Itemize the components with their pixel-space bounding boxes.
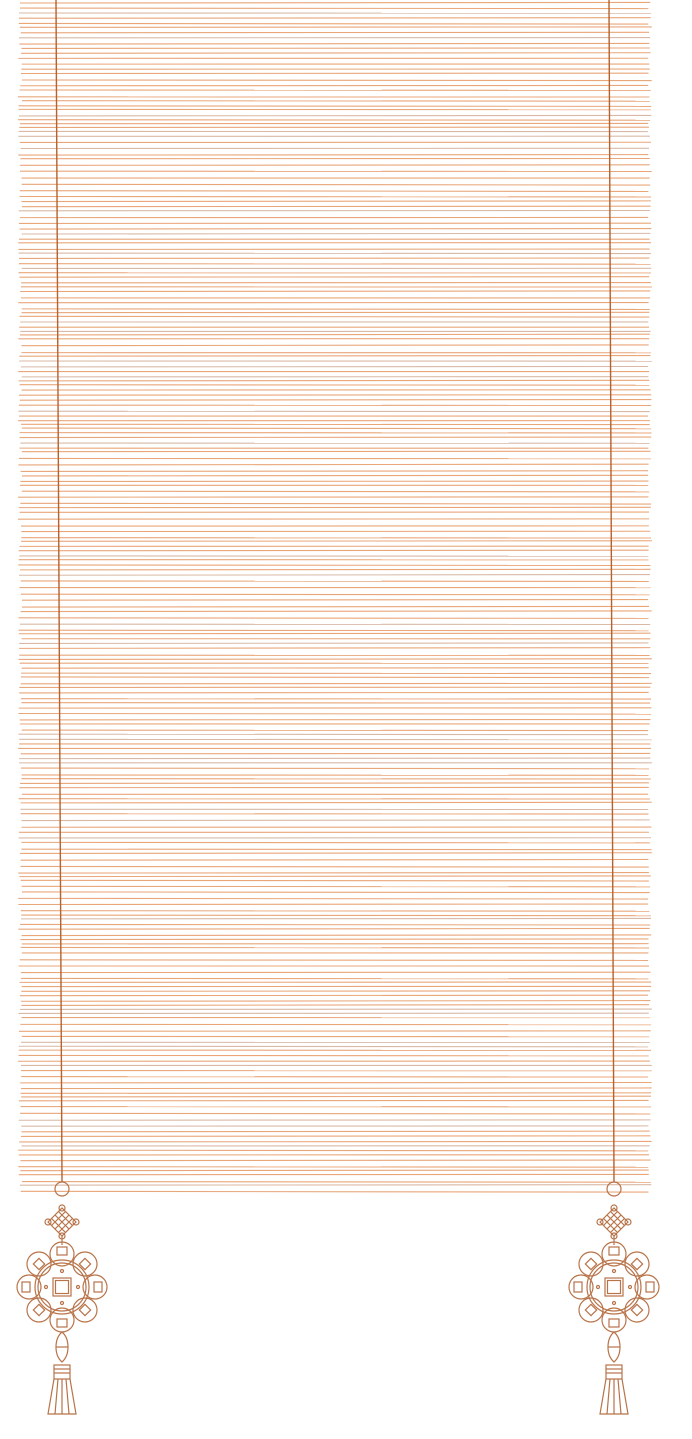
blind-slat (19, 875, 651, 878)
blind-slat (18, 897, 649, 900)
blind-slat (18, 263, 651, 265)
blind-slat (20, 858, 649, 861)
blind-slat (19, 399, 652, 401)
blind-slat (18, 463, 649, 466)
right-cord (608, 0, 615, 1183)
blind-slat (21, 490, 650, 493)
blind-slat (21, 232, 651, 235)
blind-slat (20, 923, 651, 926)
blind-slat (20, 290, 651, 293)
blind-slat (18, 712, 652, 715)
blind-slat (21, 1130, 650, 1133)
blind-slat (18, 1045, 649, 1048)
blind-slat (21, 183, 651, 186)
blind-slat (20, 568, 651, 571)
blind-slat (21, 1087, 652, 1090)
blind-slat (18, 379, 650, 382)
left-pendant-ornament-icon (16, 1181, 108, 1415)
blind-slat (19, 354, 651, 357)
blind-slat (20, 1169, 649, 1172)
blind-slat (20, 852, 652, 855)
blind-slat (19, 42, 650, 45)
blind-slat (21, 205, 651, 208)
blind-slat (21, 1095, 651, 1098)
blind-slat (19, 757, 651, 760)
blind-slat (18, 22, 649, 25)
blind-slat (20, 1000, 651, 1002)
blind-slat (18, 1149, 649, 1152)
blind-slat (21, 540, 652, 542)
blind-slat (20, 610, 652, 613)
left-cord (55, 0, 63, 1183)
blind-slat (18, 564, 651, 567)
blind-slat (21, 1004, 650, 1006)
blind-slat (21, 79, 652, 82)
blind-slats (18, 1, 652, 1193)
blind-slat (21, 1135, 651, 1137)
blind-slat (19, 647, 651, 649)
blind-slat (19, 276, 650, 278)
blind-slat (20, 470, 649, 473)
blind-slat (21, 819, 650, 822)
blind-slat (20, 1159, 651, 1162)
blind-slat (18, 17, 651, 19)
blind-slat (20, 865, 649, 868)
blind-slat (21, 885, 651, 888)
blind-slat (18, 632, 651, 635)
blind-slat (21, 52, 651, 54)
blind-slat (18, 927, 650, 930)
blind-slat (18, 872, 649, 874)
blind-slat (19, 1, 651, 4)
blind-slat (21, 990, 651, 992)
blind-slat (20, 593, 650, 596)
blind-slat (20, 879, 649, 882)
blind-slat (21, 200, 651, 203)
blind-slat (21, 599, 649, 601)
blind-slat (20, 938, 649, 941)
blind-slat (20, 7, 649, 10)
blind-slat (21, 427, 652, 430)
blind-slat (21, 914, 651, 917)
right-pendant-ornament-icon (568, 1181, 660, 1415)
blind-slat (21, 891, 650, 894)
blind-slat (20, 767, 650, 770)
blind-slat (21, 605, 650, 608)
blind-slat (18, 1166, 649, 1168)
blind-slat (18, 574, 650, 576)
blind-slat (19, 333, 650, 336)
blind-slat (21, 308, 650, 310)
blind-slat (20, 910, 650, 912)
blind-slat (20, 1190, 649, 1193)
blind-slat (20, 676, 650, 679)
blind-slat (18, 252, 651, 255)
blind-slat (20, 1112, 651, 1115)
blind-slat (19, 315, 650, 318)
blind-slat (19, 959, 649, 961)
blind-slat (20, 782, 649, 784)
blind-slat (20, 801, 652, 804)
blind-slat (21, 474, 649, 477)
blind-slat (18, 658, 652, 660)
blind-slat (19, 190, 649, 192)
blind-slat (18, 617, 649, 619)
blind-slat (21, 934, 652, 937)
blind-slat (20, 502, 652, 505)
blind-slat (19, 642, 649, 645)
blind-slat (21, 1181, 651, 1183)
blind-slat (21, 100, 650, 102)
blind-slat (19, 691, 649, 694)
blind-slat (21, 344, 649, 347)
blind-slat (18, 105, 652, 107)
blind-slat (20, 164, 650, 166)
